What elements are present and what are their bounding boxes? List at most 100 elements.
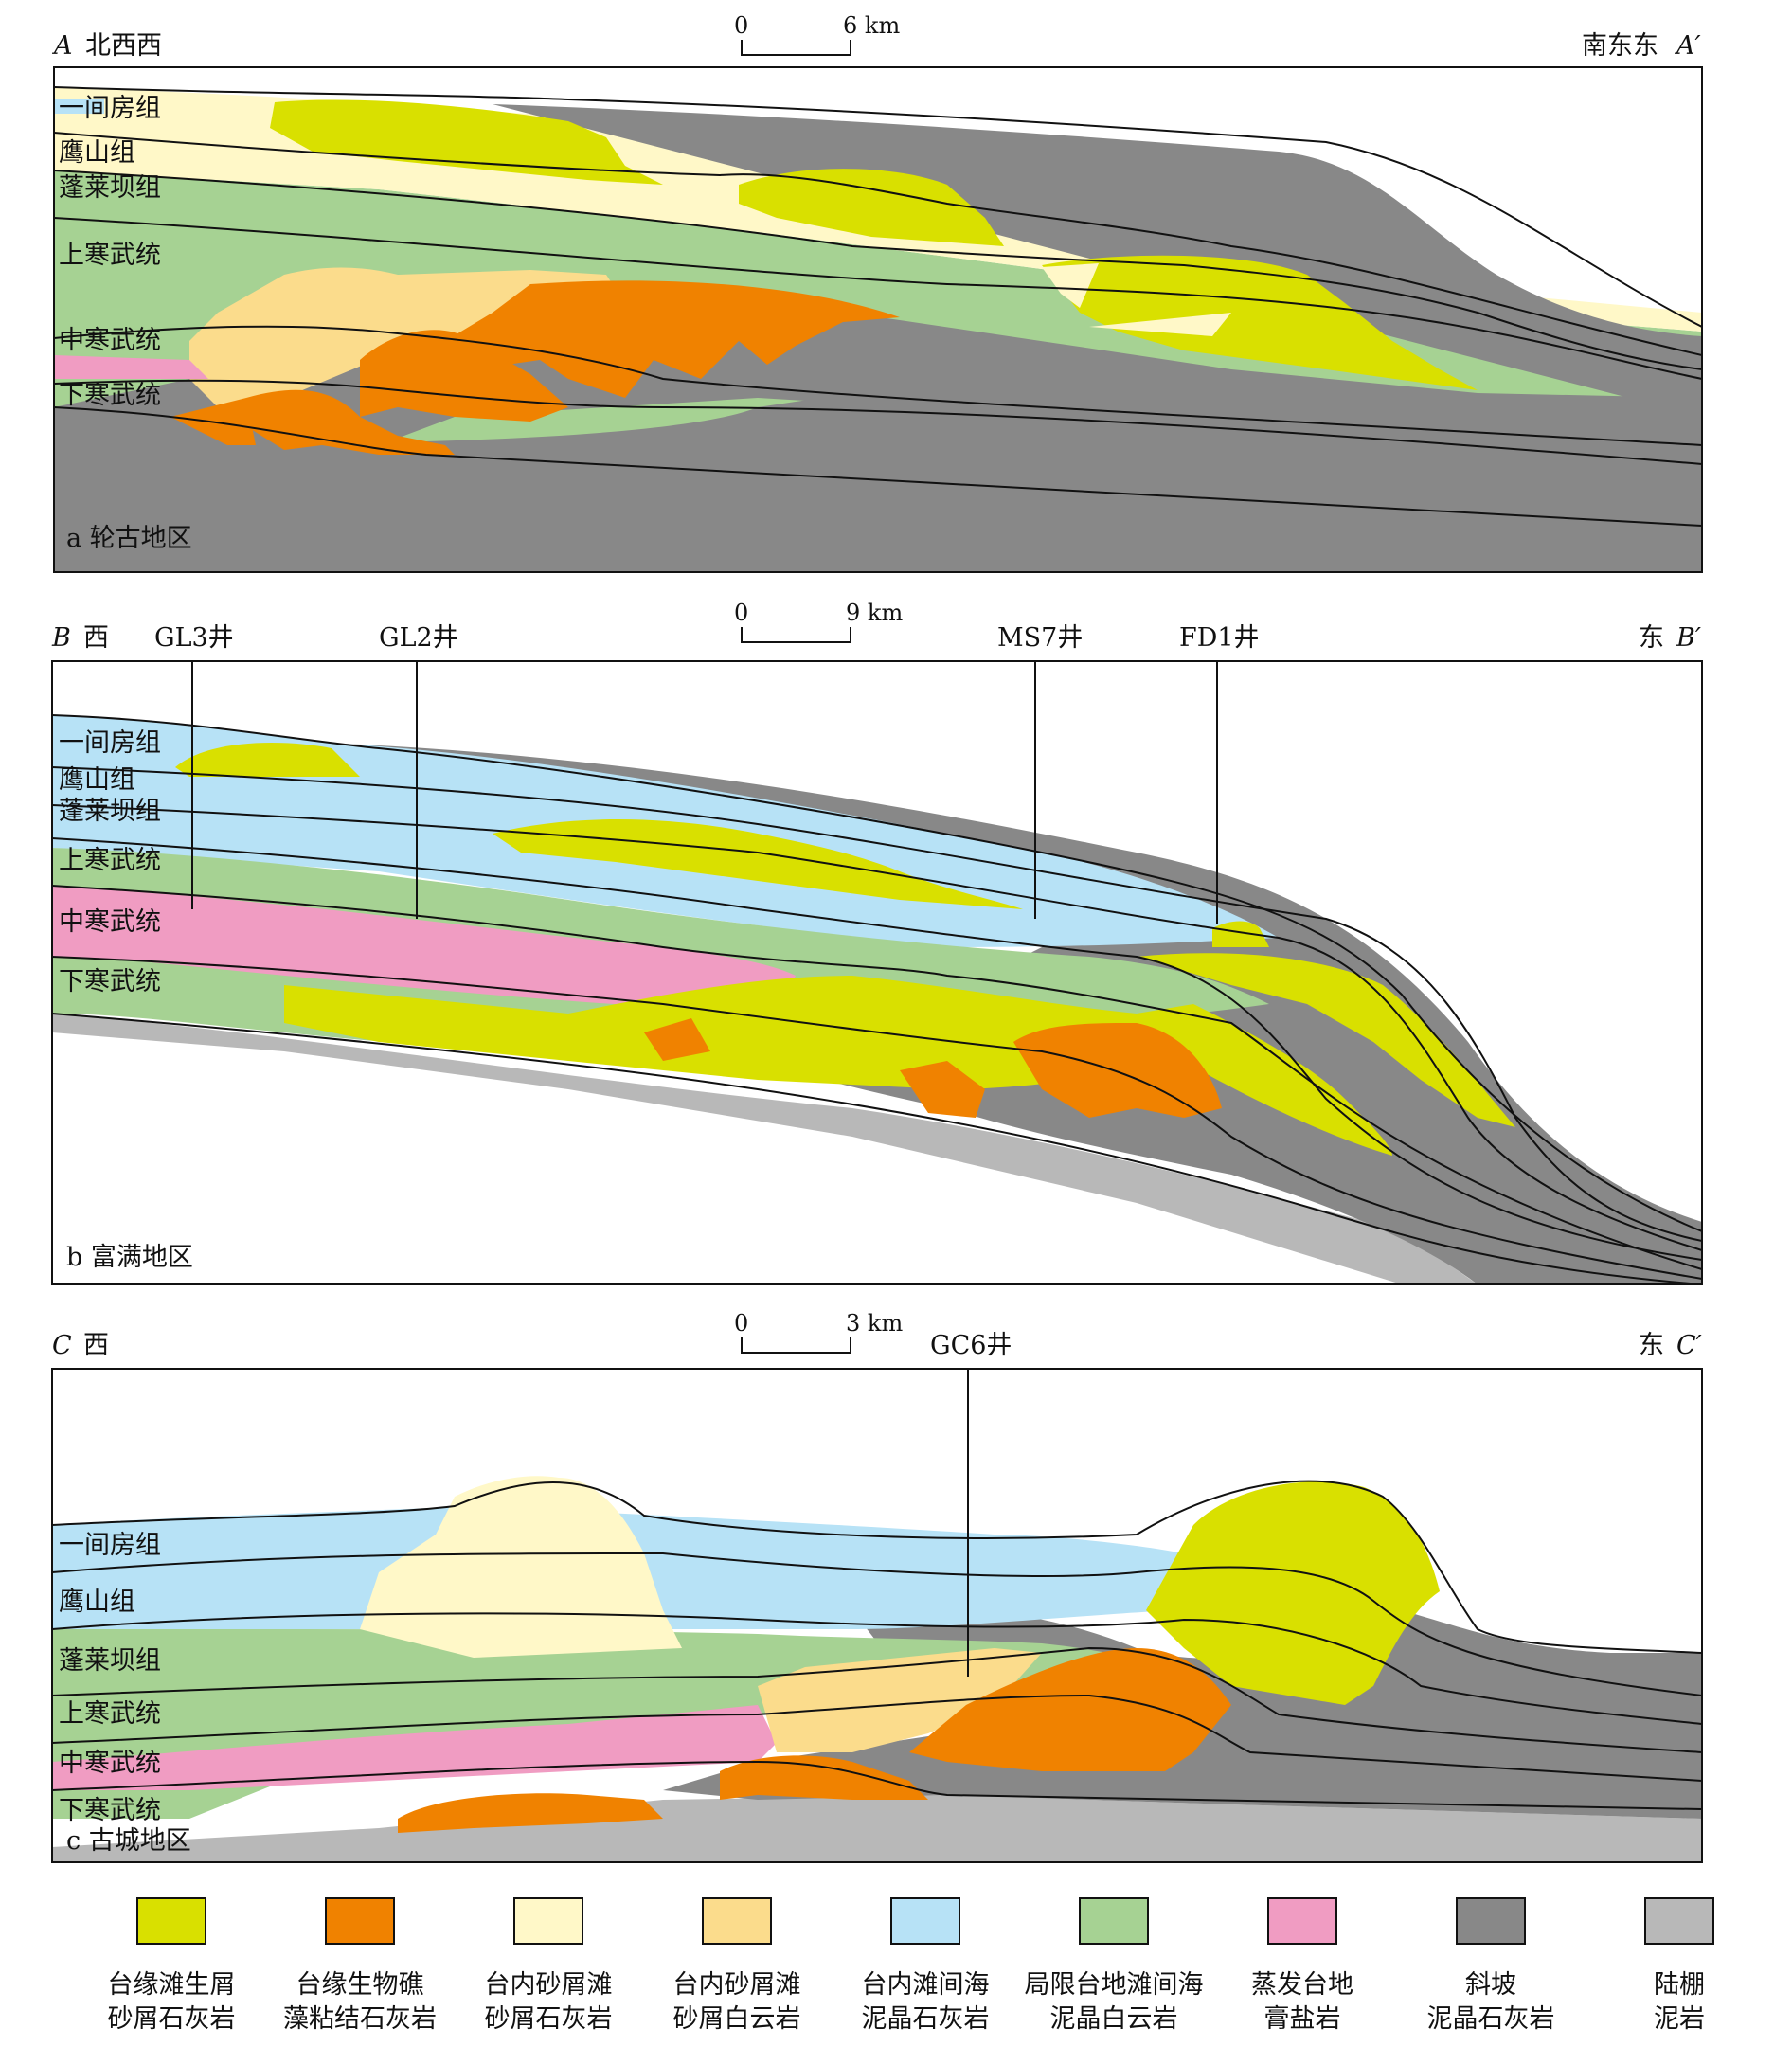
panel-b-well-3: MS7井 [997, 623, 1083, 653]
panel-b-scale-label: 9 km [846, 600, 903, 626]
legend-label-line1: 蒸发台地 [1251, 1970, 1353, 2000]
panel-a-frame [53, 66, 1703, 573]
legend-label-line1: 台缘滩生屑 [108, 1970, 236, 2000]
panel-a: A 北西西 南东东 A′ 0 6 km 一间房组 鹰山组 蓬莱坝组 上寒武统 中… [51, 12, 1703, 573]
panel-c-left-end: C [52, 1331, 72, 1360]
panel-a-right-end: A′ [1674, 31, 1701, 61]
panel-c-formation-3: 蓬莱坝组 [59, 1646, 161, 1676]
legend-swatch [513, 1897, 583, 1945]
panel-b-left-dir: 西 [83, 623, 109, 653]
panel-a-margin-bioclastic-3 [1042, 255, 1478, 390]
legend-swatch [890, 1897, 960, 1945]
panel-c-right-end: C′ [1676, 1331, 1702, 1360]
panel-c-reef-2 [720, 1755, 928, 1800]
panel-b-frame [51, 660, 1703, 1285]
panel-a-reef-2 [360, 330, 568, 422]
panel-b-shelf [52, 1014, 1478, 1284]
panel-c-formation-4: 上寒武统 [59, 1699, 161, 1729]
panel-a-scale-bar [741, 40, 851, 56]
panel-c-reef-3 [398, 1793, 663, 1833]
panel-b-well-2: GL2井 [379, 623, 458, 653]
panel-b-left-end: B [51, 623, 71, 653]
panel-c-boundaries [52, 1480, 1702, 1810]
legend-label-line1: 陆棚 [1654, 1970, 1705, 2000]
panel-b-formation-6: 下寒武统 [59, 967, 161, 996]
panel-b: B 西 东 B′ 0 9 km GL3井 GL2井 MS7井 FD1井 一间房组… [51, 600, 1703, 1285]
panel-c-scale-zero: 0 [734, 1310, 748, 1337]
panel-b-well-4: FD1井 [1179, 623, 1260, 653]
panel-a-caption: a 轮古地区 [66, 524, 192, 553]
panel-a-formation-2: 鹰山组 [59, 138, 135, 168]
legend: 台缘滩生屑砂屑石灰岩台缘生物礁藻粘结石灰岩台内砂屑滩砂屑石灰岩台内砂屑滩砂屑白云… [108, 1897, 1714, 2034]
panel-b-formation-1: 一间房组 [59, 728, 161, 758]
panel-a-slope [54, 104, 1702, 572]
panel-a-inner-shoal-wedge [1042, 263, 1099, 308]
panel-c-inner-shoal-limestone [360, 1476, 682, 1658]
panel-b-margin-1 [175, 743, 360, 777]
panel-c-left-dir: 西 [83, 1331, 109, 1360]
panel-c-scale-label: 3 km [846, 1310, 903, 1337]
panel-b-reef-2 [900, 1061, 985, 1118]
panel-b-formation-5: 中寒武统 [59, 907, 161, 937]
panel-a-evaporite [54, 355, 208, 379]
panel-a-formation-3: 蓬莱坝组 [59, 173, 161, 203]
panel-b-evaporite [52, 886, 796, 1014]
legend-swatch [702, 1897, 772, 1945]
panel-b-formation-2: 鹰山组 [59, 765, 135, 795]
panel-a-margin-bioclastic-2 [739, 169, 1004, 246]
legend-label-line2: 泥晶石灰岩 [1427, 2004, 1555, 2034]
panel-b-caption: b 富满地区 [66, 1243, 193, 1272]
legend-label-line1: 台内砂屑滩 [485, 1970, 613, 2000]
panel-a-intershoal-limestone [54, 99, 104, 114]
legend-swatch [1644, 1897, 1714, 1945]
panel-a-right-dir: 南东东 [1582, 31, 1658, 61]
legend-swatch [1456, 1897, 1526, 1945]
panel-b-right-end: B′ [1676, 623, 1701, 653]
panel-b-well-lines [191, 661, 1218, 924]
panel-c-formation-5: 中寒武统 [59, 1749, 161, 1778]
panel-a-reef-3 [246, 389, 455, 455]
legend-label-line2: 膏盐岩 [1264, 2004, 1341, 2034]
panel-a-left-dir: 北西西 [85, 31, 162, 61]
panel-c-well-1: GC6井 [930, 1331, 1012, 1360]
legend-label-line2: 泥晶石灰岩 [862, 2004, 990, 2034]
legend-label-line2: 泥晶白云岩 [1050, 2004, 1178, 2034]
panel-c-reef-1 [909, 1648, 1231, 1771]
panel-a-formation-1: 一间房组 [59, 94, 161, 123]
panel-c-evaporite [52, 1705, 777, 1790]
panel-a-reef-1 [445, 280, 900, 398]
panel-a-formation-5: 中寒武统 [59, 326, 161, 355]
panel-a-scale-zero: 0 [734, 12, 748, 39]
legend-swatch [325, 1897, 395, 1945]
panel-c-shelf [52, 1795, 1702, 1862]
legend-label-line1: 台缘生物礁 [296, 1970, 424, 2000]
panel-a-left-end: A [51, 31, 73, 61]
legend-label-line2: 藻粘结石灰岩 [283, 2004, 437, 2034]
legend-label-line1: 台内滩间海 [862, 1970, 990, 2000]
legend-swatch [1079, 1897, 1149, 1945]
panel-c-scale-bar [741, 1337, 851, 1354]
legend-label-line1: 斜坡 [1465, 1970, 1516, 2000]
panel-a-formation-4: 上寒武统 [59, 241, 161, 270]
panel-c-right-dir: 东 [1639, 1331, 1664, 1360]
panel-b-right-dir: 东 [1639, 623, 1664, 653]
panel-c-caption: c 古城地区 [66, 1826, 191, 1856]
panel-b-formation-3: 蓬莱坝组 [59, 797, 161, 826]
legend-swatch [136, 1897, 206, 1945]
legend-swatch [1267, 1897, 1337, 1945]
panel-b-margin-5 [1212, 921, 1269, 947]
panel-b-well-1: GL3井 [154, 623, 234, 653]
panel-c-inner-shoal-dolomite [758, 1648, 1042, 1752]
panel-c-frame [51, 1368, 1703, 1863]
panel-a-slope-lower [54, 407, 1702, 572]
panel-a-boundaries [54, 86, 1702, 527]
panel-c-formation-2: 鹰山组 [59, 1588, 135, 1617]
